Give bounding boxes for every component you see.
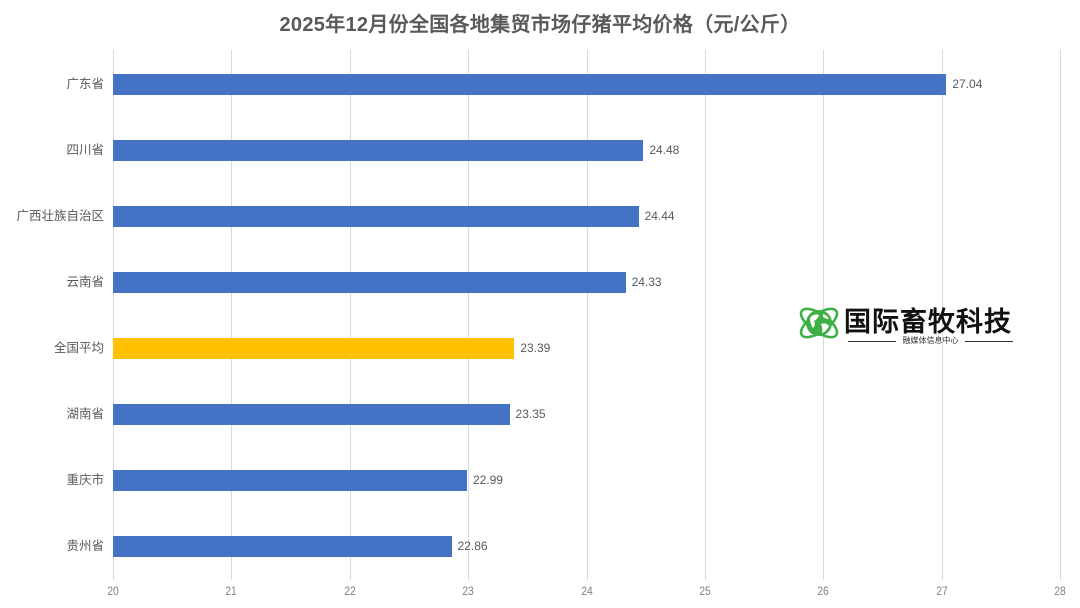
x-tick-label: 27: [935, 584, 948, 598]
bar[interactable]: [113, 139, 644, 161]
y-category-label: 广西壮族自治区: [16, 209, 104, 223]
value-label: 23.39: [520, 340, 551, 355]
y-category-label: 贵州省: [66, 539, 104, 553]
y-category-label: 全国平均: [53, 341, 104, 355]
bar[interactable]: [113, 535, 452, 557]
gridline: [468, 50, 469, 580]
bar[interactable]: [113, 271, 626, 293]
value-label: 24.44: [644, 208, 675, 223]
watermark-subtitle: 融媒体信息中心: [848, 336, 1013, 346]
x-tick-label: 28: [1054, 584, 1066, 598]
gridline: [350, 50, 351, 580]
y-category-label: 广东省: [66, 77, 104, 91]
x-tick-label: 21: [225, 584, 238, 598]
value-label: 22.99: [472, 472, 503, 487]
value-label: 24.48: [649, 142, 680, 157]
x-tick-label: 23: [462, 584, 474, 598]
x-tick-label: 24: [580, 584, 593, 598]
gridline: [587, 50, 588, 580]
x-tick-label: 25: [699, 584, 711, 598]
bar[interactable]: [113, 205, 639, 227]
gridline: [231, 50, 232, 580]
gridline: [705, 50, 706, 580]
x-tick-label: 20: [107, 584, 119, 598]
y-category-label: 重庆市: [66, 473, 104, 487]
bar[interactable]: [113, 73, 947, 95]
gridline: [942, 50, 943, 580]
bar[interactable]: [113, 337, 515, 359]
y-category-label: 四川省: [66, 143, 104, 157]
bar[interactable]: [113, 403, 510, 425]
watermark-title: 国际畜牧科技: [844, 307, 1012, 338]
gridline: [113, 50, 114, 580]
x-tick-label: 26: [817, 584, 829, 598]
value-label: 27.04: [952, 76, 983, 91]
y-category-label: 湖南省: [66, 407, 104, 421]
globe-orbit-icon: [799, 307, 839, 339]
value-label: 22.86: [457, 538, 488, 553]
value-label: 23.35: [515, 406, 546, 421]
chart-title: 2025年12月份全国各地集贸市场仔猪平均价格（元/公斤）: [279, 14, 801, 36]
gridline: [1060, 50, 1061, 580]
watermark-logo: 国际畜牧科技 融媒体信息中心: [796, 298, 1026, 348]
x-tick-label: 22: [344, 584, 356, 598]
y-category-label: 云南省: [66, 275, 104, 289]
value-label: 24.33: [631, 274, 662, 289]
bar[interactable]: [113, 469, 467, 491]
plot-area: 27.04 24.48 24.44 24.33 23.39 23.35 22.99 22.86: [113, 50, 1061, 580]
